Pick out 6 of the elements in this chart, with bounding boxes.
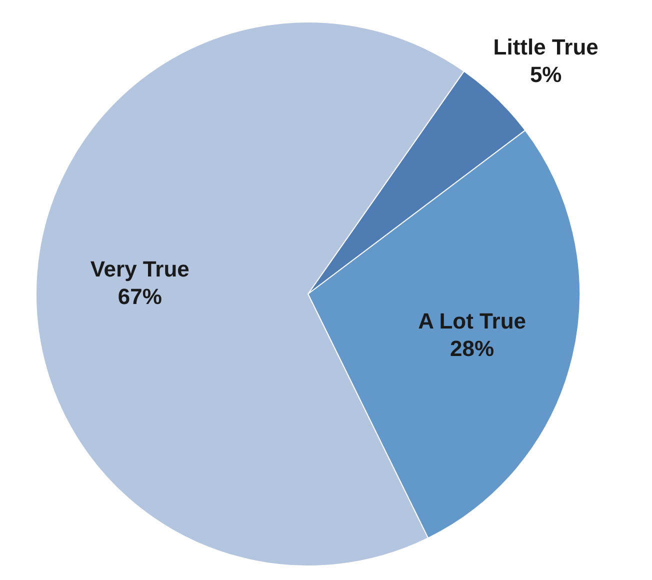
slice-label: Little True xyxy=(493,34,598,60)
data-label: 67% xyxy=(118,284,162,310)
slice-label: Very True xyxy=(90,256,190,282)
slice-label: A Lot True xyxy=(418,308,526,334)
data-label: 28% xyxy=(450,336,494,362)
data-label: 5% xyxy=(530,62,562,87)
